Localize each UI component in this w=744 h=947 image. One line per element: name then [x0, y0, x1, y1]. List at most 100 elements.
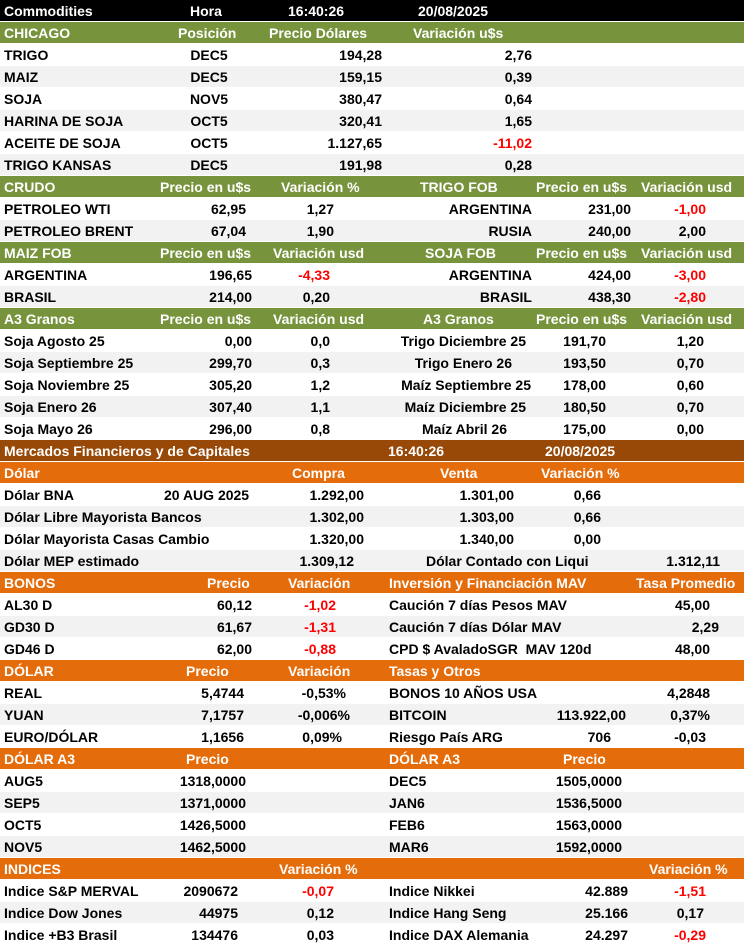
a3-left-variation: 0,8 — [310, 421, 330, 437]
bono-name: GD46 D — [4, 641, 55, 657]
a3-right-variation: 0,70 — [676, 399, 704, 415]
maiz-fob-variation: 0,20 — [302, 289, 330, 305]
chicago-title: CHICAGO — [4, 25, 71, 41]
soja-fob-variation: -2,80 — [674, 289, 706, 305]
fx-col-var: Variación — [288, 663, 351, 679]
hora-label: Hora — [190, 3, 222, 19]
bitcoin-name: BITCOIN — [389, 707, 447, 723]
commodity-price: 159,15 — [339, 69, 382, 85]
a3-right-variation: 1,20 — [676, 333, 704, 349]
dolar-a3-price: 1505,0000 — [555, 773, 622, 789]
table-row: EURO/DÓLAR 1,1656 0,09% Riesgo País ARG … — [0, 726, 744, 748]
mav-rate: 45,00 — [674, 597, 710, 613]
a3-left-name: Soja Mayo 26 — [4, 421, 93, 437]
trigo-fob-variation: 2,00 — [678, 223, 706, 239]
dolar-a3-contract: NOV5 — [4, 839, 43, 855]
fx-name: REAL — [4, 685, 43, 701]
fx-name: EURO/DÓLAR — [4, 729, 99, 745]
commodity-name: TRIGO KANSAS — [4, 157, 112, 173]
top-header-row: Commodities Hora 16:40:26 20/08/2025 — [0, 0, 744, 22]
table-row: PETROLEO WTI 62,95 1,27 ARGENTINA 231,00… — [0, 198, 744, 220]
crudo-col-var: Variación % — [281, 179, 360, 195]
commodity-price: 191,98 — [339, 157, 382, 173]
trigo-fob-price: 231,00 — [588, 201, 631, 217]
trigo-fob-title: TRIGO FOB — [420, 179, 498, 195]
dolar-libre-name: Dólar Libre Mayorista Bancos — [4, 509, 202, 525]
table-row: Soja Mayo 26 296,00 0,8 Maíz Abril 26 17… — [0, 418, 744, 440]
commodity-variation: 2,76 — [504, 47, 532, 63]
index-value: 42.889 — [585, 883, 628, 899]
mav-name: Caución 7 días Pesos MAV — [389, 597, 567, 613]
index-value: 24.297 — [585, 927, 628, 943]
dolar-bna-name: Dólar BNA — [4, 487, 75, 503]
table-row: SOJA NOV5 380,47 0,64 — [0, 88, 744, 110]
a3-left-name: Soja Agosto 25 — [4, 333, 105, 349]
crudo-title: CRUDO — [4, 179, 56, 195]
dolar-a3-contract: AUG5 — [4, 773, 43, 789]
a3-right-col-var: Variación usd — [641, 311, 733, 327]
dolar-libre-venta: 1.303,00 — [459, 509, 515, 525]
commodity-position: OCT5 — [190, 135, 228, 151]
dolar-libre-variation: 0,66 — [573, 509, 601, 525]
table-row: SEP5 1371,0000 JAN6 1536,5000 — [0, 792, 744, 814]
bono-price: 62,00 — [216, 641, 252, 657]
dolar-a3-price: 1536,5000 — [555, 795, 622, 811]
a3-left-price: 0,00 — [224, 333, 252, 349]
a3-left-price: 307,40 — [209, 399, 252, 415]
index-name: Indice Dow Jones — [4, 905, 123, 921]
a3-right-variation: 0,70 — [676, 355, 704, 371]
table-row: BRASIL 214,00 0,20 BRASIL 438,30 -2,80 — [0, 286, 744, 308]
fx-price: 7,1757 — [201, 707, 244, 723]
commodity-name: ACEITE DE SOJA — [4, 135, 121, 151]
bono-variation: -0,88 — [304, 641, 336, 657]
table-row: HARINA DE SOJA OCT5 320,41 1,65 — [0, 110, 744, 132]
fx-name: YUAN — [4, 707, 44, 723]
commodity-position: NOV5 — [189, 91, 229, 107]
mav-rate: 2,29 — [691, 619, 719, 635]
commodity-variation: 1,65 — [504, 113, 532, 129]
dolar-a3-price: 1462,5000 — [179, 839, 246, 855]
commodity-variation: 0,39 — [504, 69, 532, 85]
table-row: NOV5 1462,5000 MAR6 1592,0000 — [0, 836, 744, 858]
a3-left-variation: 0,3 — [310, 355, 330, 371]
dolar-a3-price: 1563,0000 — [555, 817, 622, 833]
fx-title: DÓLAR — [4, 663, 54, 679]
bono-variation: -1,31 — [304, 619, 336, 635]
commodity-variation: 0,64 — [504, 91, 532, 107]
dolar-casas-compra: 1.320,00 — [309, 531, 365, 547]
table-row: OCT5 1426,5000 FEB6 1563,0000 — [0, 814, 744, 836]
dolar-ccl-value: 1.312,11 — [666, 553, 720, 569]
index-variation: 0,17 — [676, 905, 704, 921]
crudo-name: PETROLEO WTI — [4, 201, 111, 217]
a3-granos-header-row: A3 Granos Precio en u$s Variación usd A3… — [0, 308, 744, 330]
fx-price: 5,4744 — [201, 685, 244, 701]
dolar-ccl-name: Dólar Contado con Liqui — [426, 553, 589, 569]
table-row: GD46 D 62,00 -0,88 CPD $ AvaladoSGR MAV … — [0, 638, 744, 660]
dolar-a3-left-title: DÓLAR A3 — [4, 751, 76, 767]
dolar-bna-venta: 1.301,00 — [459, 487, 515, 503]
dolar-casas-venta: 1.340,00 — [459, 531, 515, 547]
trigo-fob-variation: -1,00 — [674, 201, 706, 217]
bonos-mav-header-row: BONOS Precio Variación Inversión y Finan… — [0, 572, 744, 594]
dolar-bna-compra: 1.292,00 — [309, 487, 365, 503]
a3-right-price: 180,50 — [563, 399, 606, 415]
bono-price: 61,67 — [216, 619, 252, 635]
commodity-price: 380,47 — [339, 91, 382, 107]
dolar-casas-variation: 0,00 — [573, 531, 601, 547]
dolar-a3-price: 1426,5000 — [179, 817, 246, 833]
soja-fob-name: BRASIL — [479, 289, 532, 305]
mav-rate: 48,00 — [674, 641, 710, 657]
fx-variation: -0,006% — [297, 707, 350, 723]
bono-price: 60,12 — [216, 597, 252, 613]
table-row: AL30 D 60,12 -1,02 Caución 7 días Pesos … — [0, 594, 744, 616]
indices-col-var-right: Variación % — [649, 861, 728, 877]
bonos10-name: BONOS 10 AÑOS USA — [389, 685, 538, 701]
dolar-a3-header-row: DÓLAR A3 Precio DÓLAR A3 Precio — [0, 748, 744, 770]
table-row: AUG5 1318,0000 DEC5 1505,0000 — [0, 770, 744, 792]
dolar-a3-contract: FEB6 — [389, 817, 425, 833]
index-variation: -0,29 — [674, 927, 706, 943]
crudo-trigo-header-row: CRUDO Precio en u$s Variación % TRIGO FO… — [0, 176, 744, 198]
commodity-position: DEC5 — [190, 69, 228, 85]
fx-col-price: Precio — [186, 663, 229, 679]
crudo-col-price: Precio en u$s — [160, 179, 252, 195]
